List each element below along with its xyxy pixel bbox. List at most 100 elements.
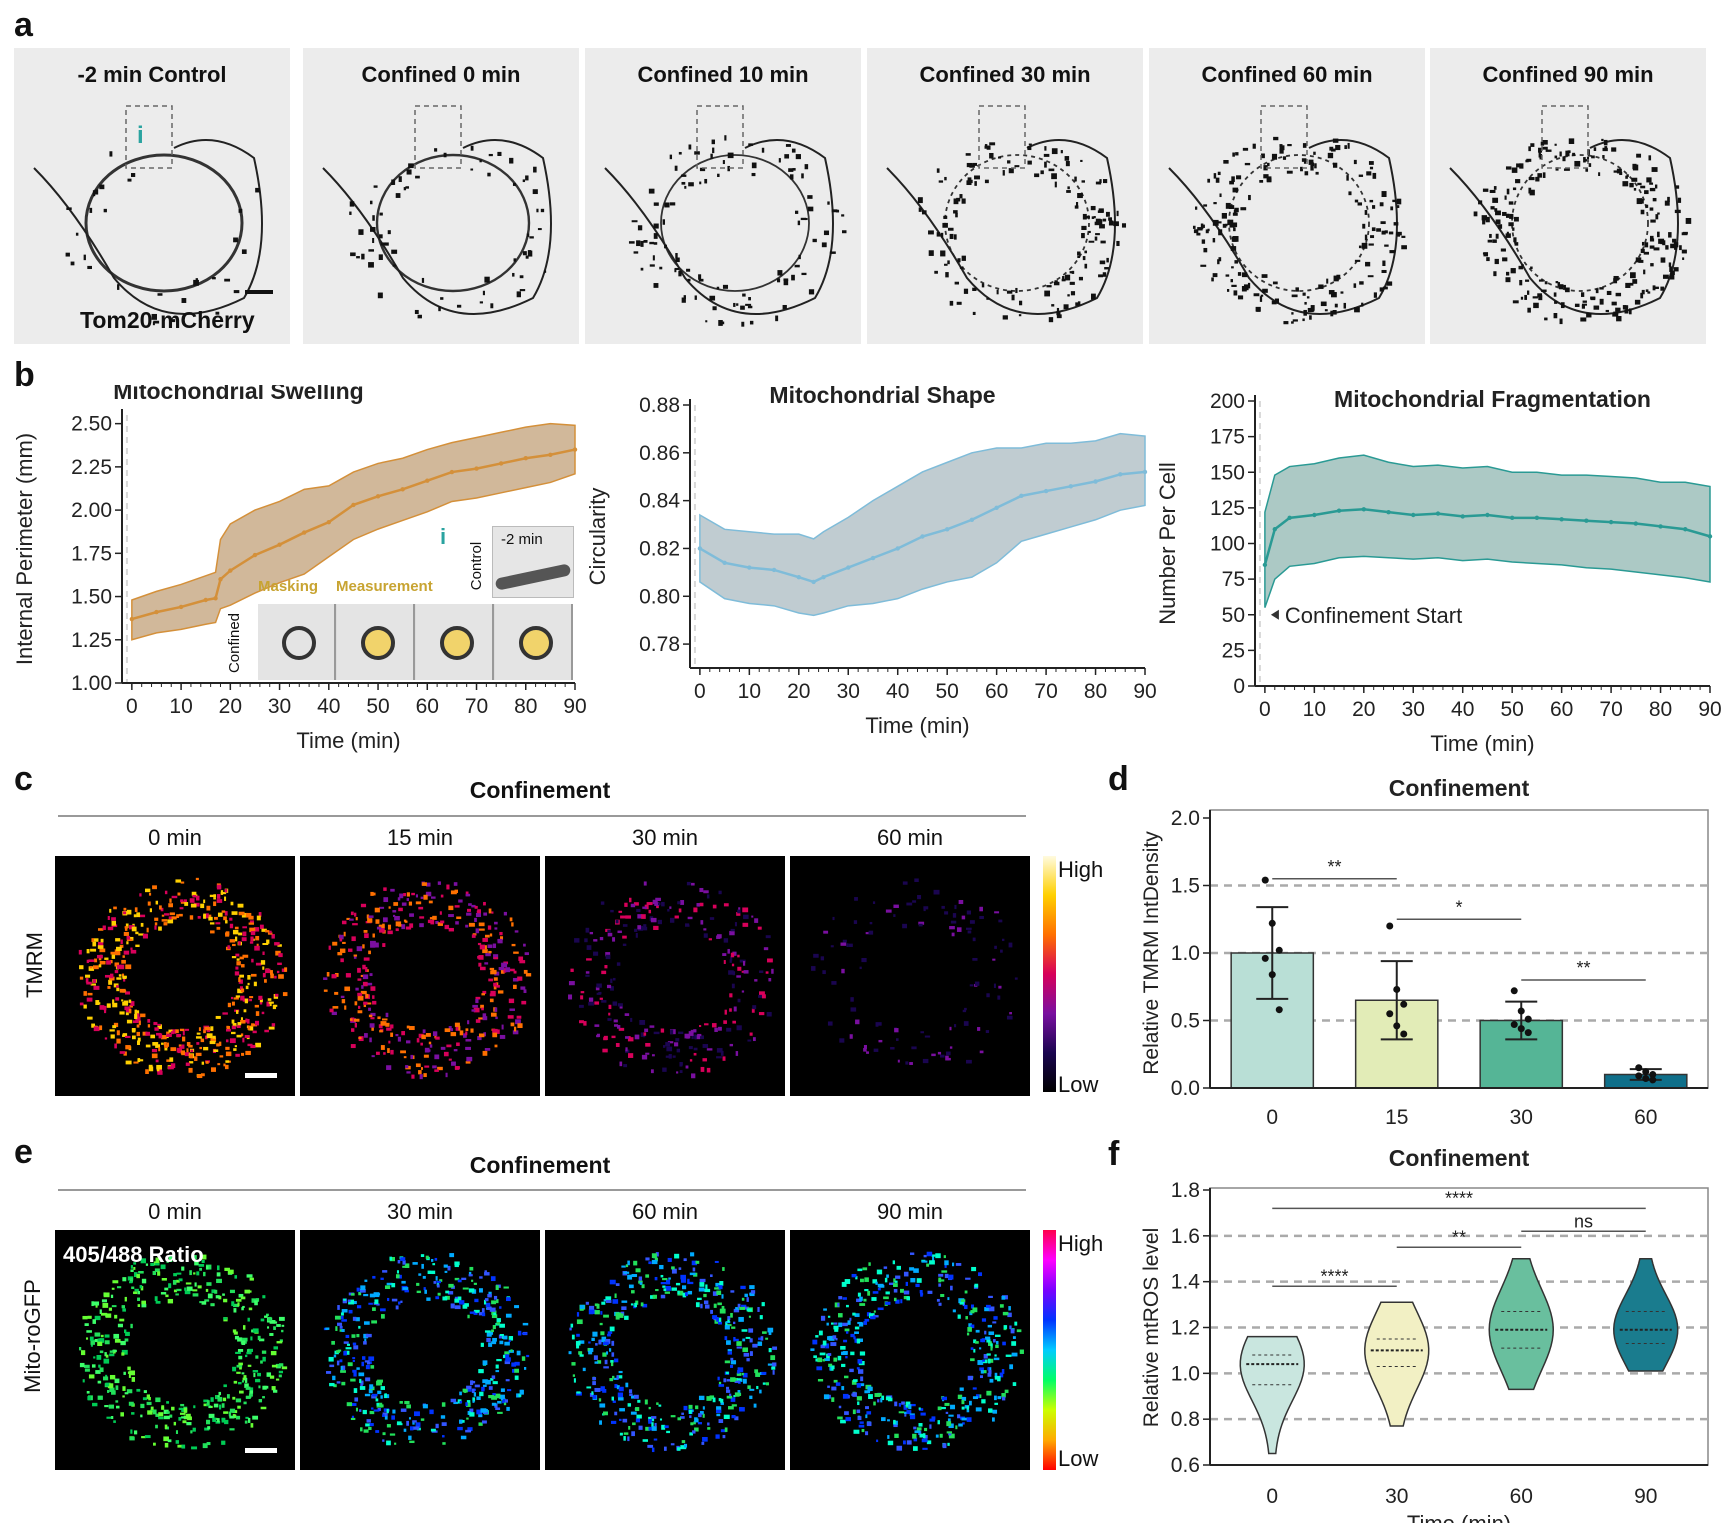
- signal-pixel: [255, 935, 260, 941]
- data-point: [1386, 1010, 1394, 1018]
- signal-pixel: [845, 1355, 848, 1359]
- signal-pixel: [152, 1042, 159, 1046]
- signal-pixel: [110, 1294, 114, 1299]
- signal-pixel: [949, 1046, 953, 1049]
- signal-pixel: [648, 1418, 652, 1424]
- signal-pixel: [898, 1403, 902, 1407]
- signal-pixel: [242, 931, 247, 937]
- mean-point: [796, 574, 802, 580]
- signal-pixel: [576, 1391, 581, 1394]
- signal-pixel: [923, 907, 926, 912]
- signal-pixel: [339, 934, 344, 940]
- y-tick-label: 0.86: [639, 442, 680, 465]
- signal-pixel: [820, 1344, 825, 1349]
- inset-confined-label: Confined: [226, 612, 243, 674]
- signal-pixel: [114, 1314, 118, 1319]
- signal-pixel: [178, 913, 183, 917]
- signal-pixel: [856, 1298, 862, 1303]
- signal-pixel: [406, 1071, 411, 1074]
- signal-pixel: [961, 915, 966, 920]
- signal-pixel: [135, 944, 140, 948]
- signal-pixel: [153, 1021, 158, 1026]
- mito-speck: [1259, 296, 1263, 302]
- signal-pixel: [856, 1409, 861, 1414]
- signal-pixel: [612, 937, 616, 942]
- signal-pixel: [100, 938, 104, 943]
- signal-pixel: [154, 1027, 159, 1031]
- signal-pixel: [684, 1033, 691, 1039]
- signal-pixel: [334, 991, 339, 995]
- signal-pixel: [831, 1397, 835, 1402]
- signal-pixel: [231, 1019, 235, 1024]
- signal-pixel: [248, 922, 255, 925]
- inset-control-image: -2 min: [492, 526, 574, 598]
- mito-speck: [653, 242, 658, 245]
- signal-pixel: [510, 1022, 515, 1027]
- signal-pixel: [503, 1335, 508, 1340]
- signal-pixel: [718, 1026, 722, 1031]
- signal-pixel: [225, 1046, 230, 1050]
- signal-pixel: [711, 1023, 717, 1028]
- signal-pixel: [837, 1355, 842, 1361]
- mito-speck: [516, 291, 522, 298]
- signal-pixel: [507, 1015, 514, 1019]
- signal-pixel: [337, 1322, 343, 1326]
- mito-speck: [1231, 284, 1237, 287]
- signal-pixel: [362, 981, 368, 987]
- signal-pixel: [99, 1005, 105, 1010]
- signal-pixel: [331, 1011, 337, 1016]
- signal-pixel: [114, 1338, 121, 1343]
- signal-pixel: [276, 1324, 281, 1327]
- signal-pixel: [357, 1010, 363, 1014]
- mito-speck: [1382, 260, 1386, 267]
- signal-pixel: [467, 1314, 470, 1319]
- signal-pixel: [274, 942, 280, 946]
- signal-pixel: [725, 1386, 730, 1390]
- signal-pixel: [370, 1012, 376, 1017]
- signal-pixel: [457, 1426, 463, 1431]
- signal-pixel: [249, 927, 256, 933]
- signal-pixel: [484, 962, 489, 965]
- signal-pixel: [245, 1386, 251, 1390]
- signal-pixel: [113, 1420, 116, 1423]
- signal-pixel: [588, 1351, 593, 1355]
- mito-speck: [1062, 276, 1065, 280]
- mito-speck: [1629, 282, 1634, 286]
- mito-speck: [1527, 307, 1531, 313]
- signal-pixel: [485, 953, 491, 957]
- signal-pixel: [643, 881, 647, 886]
- signal-pixel: [93, 1026, 100, 1032]
- signal-pixel: [635, 1418, 641, 1423]
- signal-pixel: [568, 981, 575, 986]
- signal-pixel: [839, 1038, 845, 1043]
- mito-speck: [1532, 296, 1538, 299]
- mito-speck: [414, 309, 419, 315]
- mito-speck: [1505, 213, 1510, 218]
- signal-pixel: [823, 1394, 830, 1400]
- signal-pixel: [454, 1298, 461, 1303]
- signal-pixel: [92, 1402, 98, 1407]
- signal-pixel: [610, 1420, 617, 1424]
- mito-speck: [151, 313, 157, 320]
- signal-pixel: [608, 1004, 612, 1010]
- mito-speck: [947, 227, 954, 231]
- signal-pixel: [523, 969, 528, 974]
- signal-pixel: [250, 936, 254, 942]
- mito-speck: [664, 202, 670, 208]
- cell-outline-image: [604, 105, 847, 327]
- signal-pixel: [638, 1280, 643, 1284]
- signal-pixel: [453, 1401, 458, 1405]
- signal-pixel: [442, 1442, 446, 1445]
- mito-speck: [1060, 150, 1063, 154]
- signal-pixel: [623, 1271, 630, 1274]
- signal-pixel: [121, 1349, 128, 1355]
- signal-pixel: [473, 1282, 477, 1285]
- signal-pixel: [742, 1338, 746, 1342]
- signal-pixel: [752, 1037, 756, 1042]
- mito-speck: [1303, 309, 1307, 316]
- mito-speck: [1291, 294, 1298, 298]
- mito-speck: [662, 219, 666, 225]
- signal-pixel: [350, 1417, 356, 1421]
- signal-pixel: [387, 1297, 390, 1302]
- mito-speck: [1653, 247, 1660, 251]
